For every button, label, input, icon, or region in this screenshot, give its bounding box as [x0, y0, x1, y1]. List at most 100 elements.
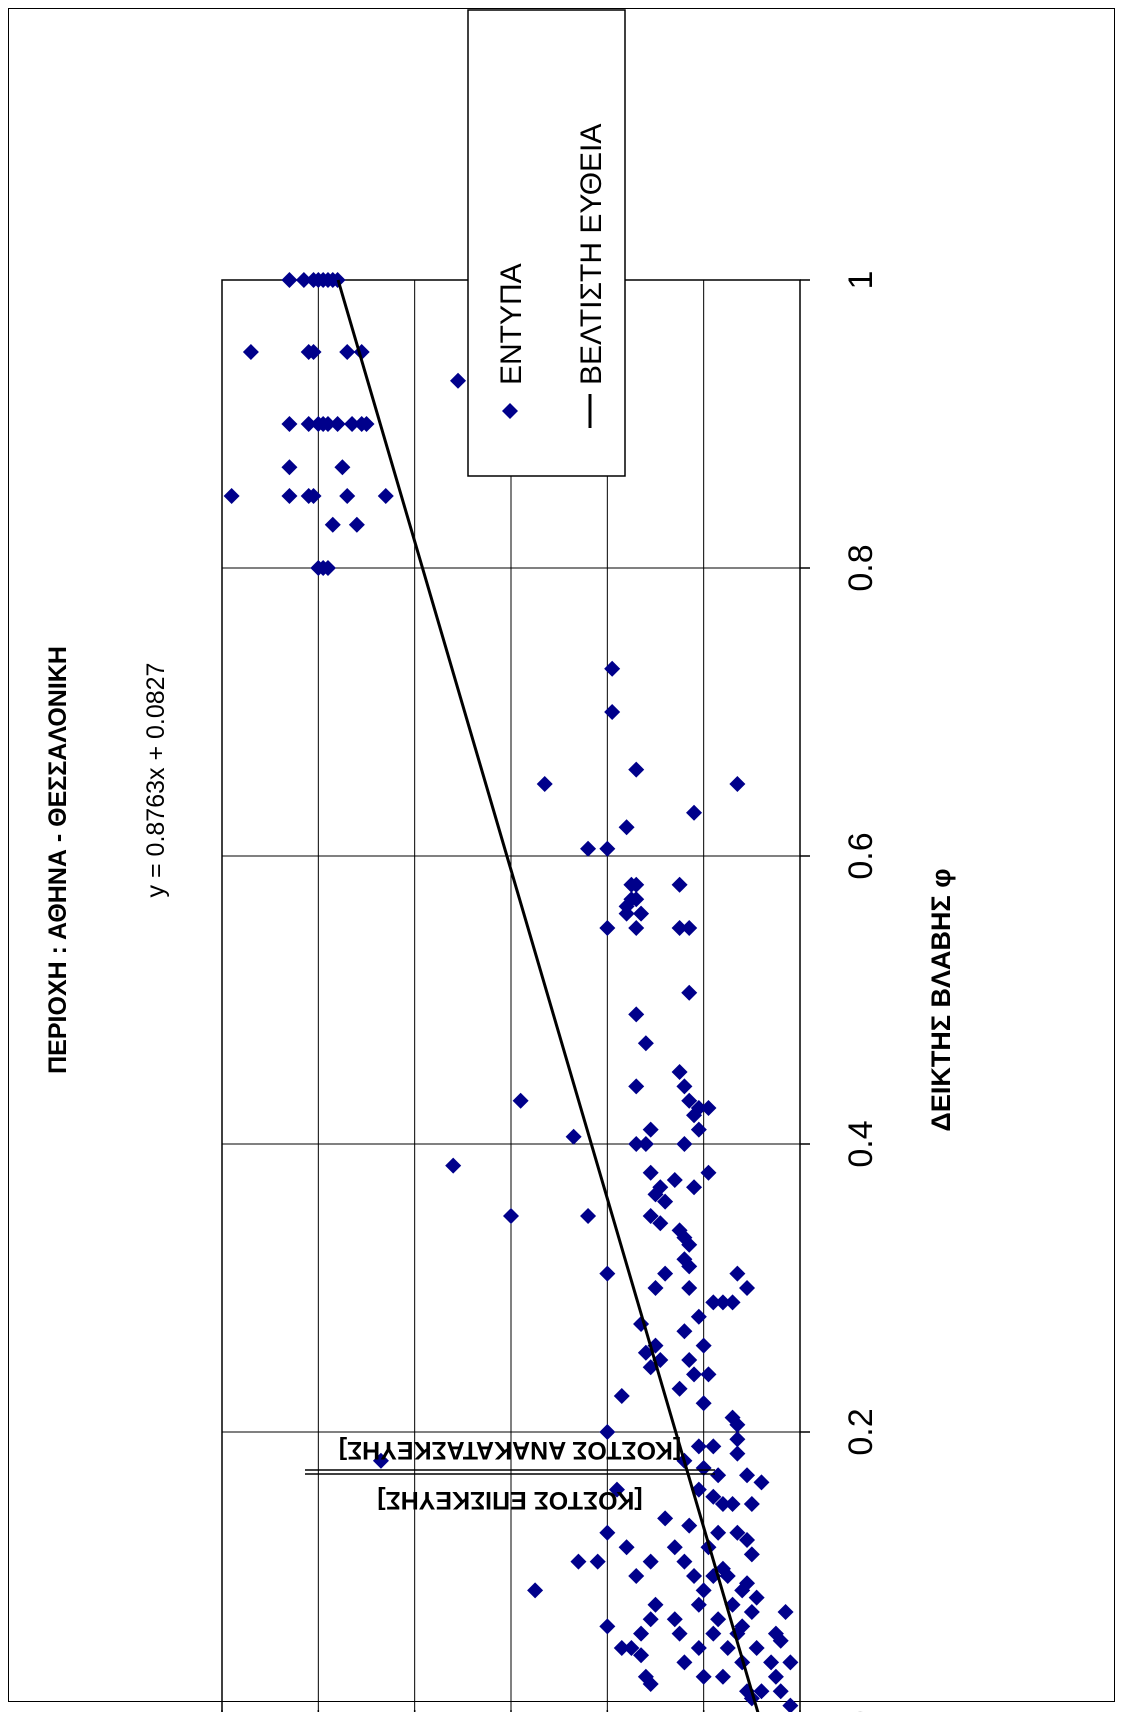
scatter-point — [695, 1668, 712, 1685]
scatter-point — [666, 1611, 683, 1628]
scatter-point — [729, 776, 746, 792]
scatter-point — [772, 1683, 789, 1700]
scatter-point — [623, 1640, 640, 1656]
scatter-point — [281, 488, 298, 504]
scatter-point — [599, 1524, 616, 1541]
scatter-point — [676, 1136, 693, 1152]
scatter-point — [729, 1416, 746, 1433]
scatter-point — [628, 1006, 645, 1023]
scatter-point — [642, 1676, 659, 1692]
scatter-point — [647, 1186, 664, 1203]
scatter-point — [450, 372, 467, 389]
scatter-point — [753, 1683, 770, 1700]
scatter-point — [714, 1668, 731, 1685]
scatter-point — [686, 1366, 703, 1383]
scatter-point — [599, 920, 616, 936]
scatter-point — [710, 1467, 727, 1484]
scatter-point — [739, 1467, 756, 1484]
scatter-point — [743, 1546, 760, 1563]
scatter-point — [305, 488, 322, 504]
scatter-point — [782, 1654, 799, 1671]
scatter-point — [599, 840, 616, 857]
scatter-point — [734, 1582, 751, 1599]
scatter-point — [242, 344, 259, 360]
scatter-point — [637, 1035, 654, 1052]
scatter-point — [700, 1100, 717, 1116]
chart-title: ΠΕΡΙΟΧΗ : ΑΘΗΝΑ - ΘΕΣΣΑΛΟΝΙΚΗ — [44, 646, 72, 1074]
scatter-point — [777, 1604, 794, 1620]
scatter-point — [628, 920, 645, 936]
scatter-point — [223, 488, 240, 504]
scatter-point — [686, 1179, 703, 1196]
scatter-point — [613, 1388, 630, 1404]
legend-marker-diamond — [502, 403, 518, 419]
scatter-point — [686, 1568, 703, 1584]
scatter-point — [681, 1280, 698, 1296]
scatter-point — [295, 272, 312, 288]
scatter-point — [739, 1280, 756, 1296]
scatter-point — [782, 1697, 799, 1712]
scatter-point — [637, 1136, 654, 1152]
scatter-point — [671, 920, 688, 936]
scatter-point — [729, 1445, 746, 1462]
legend-box — [467, 9, 626, 477]
scatter-point — [719, 1640, 736, 1656]
scatter-point — [334, 459, 351, 476]
scatter-point — [657, 1265, 674, 1282]
legend-label-line: ΒΕΛΤΙΣΤΗ ΕΥΘΕΙΑ — [575, 124, 608, 385]
scatter-point — [647, 1596, 664, 1613]
scatter-point — [324, 516, 341, 533]
scatter-point — [305, 344, 322, 360]
scatter-point — [695, 1337, 712, 1354]
scatter-point — [748, 1640, 765, 1656]
scatter-point — [613, 1640, 630, 1656]
scatter-point — [647, 1280, 664, 1296]
scatter-point — [681, 920, 698, 936]
scatter-point — [700, 1366, 717, 1383]
x-tick-label: 0 — [842, 1711, 880, 1712]
scatter-point — [565, 1128, 582, 1145]
scatter-point — [377, 488, 394, 504]
x-axis-label: ΔΕΙΚΤΗΣ ΒΛΑΒΗΣ φ — [926, 868, 956, 1131]
scatter-point — [743, 1604, 760, 1620]
scatter-point — [710, 1524, 727, 1541]
scatter-point — [618, 905, 635, 922]
scatter-point — [657, 1510, 674, 1527]
scatter-point — [681, 1236, 698, 1253]
scatter-point — [329, 416, 346, 432]
tick-labels: 00.20.40.60.810.00.20.40.60.81.01.2 — [221, 271, 880, 1712]
scatter-point — [642, 1208, 659, 1224]
scatter-point — [633, 1647, 650, 1664]
scatter-point — [690, 1596, 707, 1613]
scatter-point — [705, 1625, 722, 1642]
scatter-point — [671, 1380, 688, 1397]
scatter-point — [319, 560, 336, 576]
scatter-point — [690, 1308, 707, 1325]
y-axis-label-denominator: [ΚΟΣΤΟΣ ΑΝΑΚΑΤΑΣΚΕΥΗΣ] — [339, 1436, 681, 1464]
scatter-point — [772, 1632, 789, 1649]
scatter-point — [536, 776, 553, 792]
scatter-point — [628, 1136, 645, 1152]
scatter-point — [719, 1568, 736, 1584]
scatter-point — [339, 344, 356, 360]
scatter-point — [705, 1438, 722, 1455]
scatter-point — [628, 761, 645, 778]
scatter-point — [676, 1323, 693, 1340]
scatter-point — [628, 876, 645, 893]
scatter-point — [681, 1258, 698, 1275]
scatter-point — [681, 1092, 698, 1109]
scatter-point — [724, 1294, 741, 1311]
scatter-point — [348, 516, 365, 533]
data-points — [223, 272, 799, 1712]
scatter-point — [618, 1539, 635, 1556]
scatter-point — [729, 1524, 746, 1541]
scatter-point — [628, 1568, 645, 1584]
scatter-point — [729, 1431, 746, 1448]
scatter-point — [642, 1611, 659, 1628]
scatter-point — [686, 1107, 703, 1124]
scatter-point — [753, 1474, 770, 1491]
scatter-point — [724, 1496, 741, 1512]
scatter-point — [666, 1172, 683, 1188]
scatter-point — [695, 1460, 712, 1476]
scatter-point — [570, 1553, 587, 1570]
